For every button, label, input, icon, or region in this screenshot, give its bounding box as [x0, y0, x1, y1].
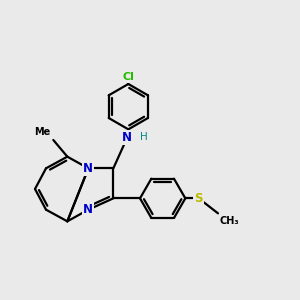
Text: Me: Me	[34, 127, 51, 137]
Text: S: S	[194, 192, 203, 205]
Text: N: N	[122, 131, 132, 144]
Text: N: N	[83, 162, 93, 175]
Text: CH₃: CH₃	[220, 216, 239, 226]
Text: N: N	[83, 203, 93, 216]
Text: Cl: Cl	[122, 72, 134, 82]
Text: H: H	[140, 132, 148, 142]
